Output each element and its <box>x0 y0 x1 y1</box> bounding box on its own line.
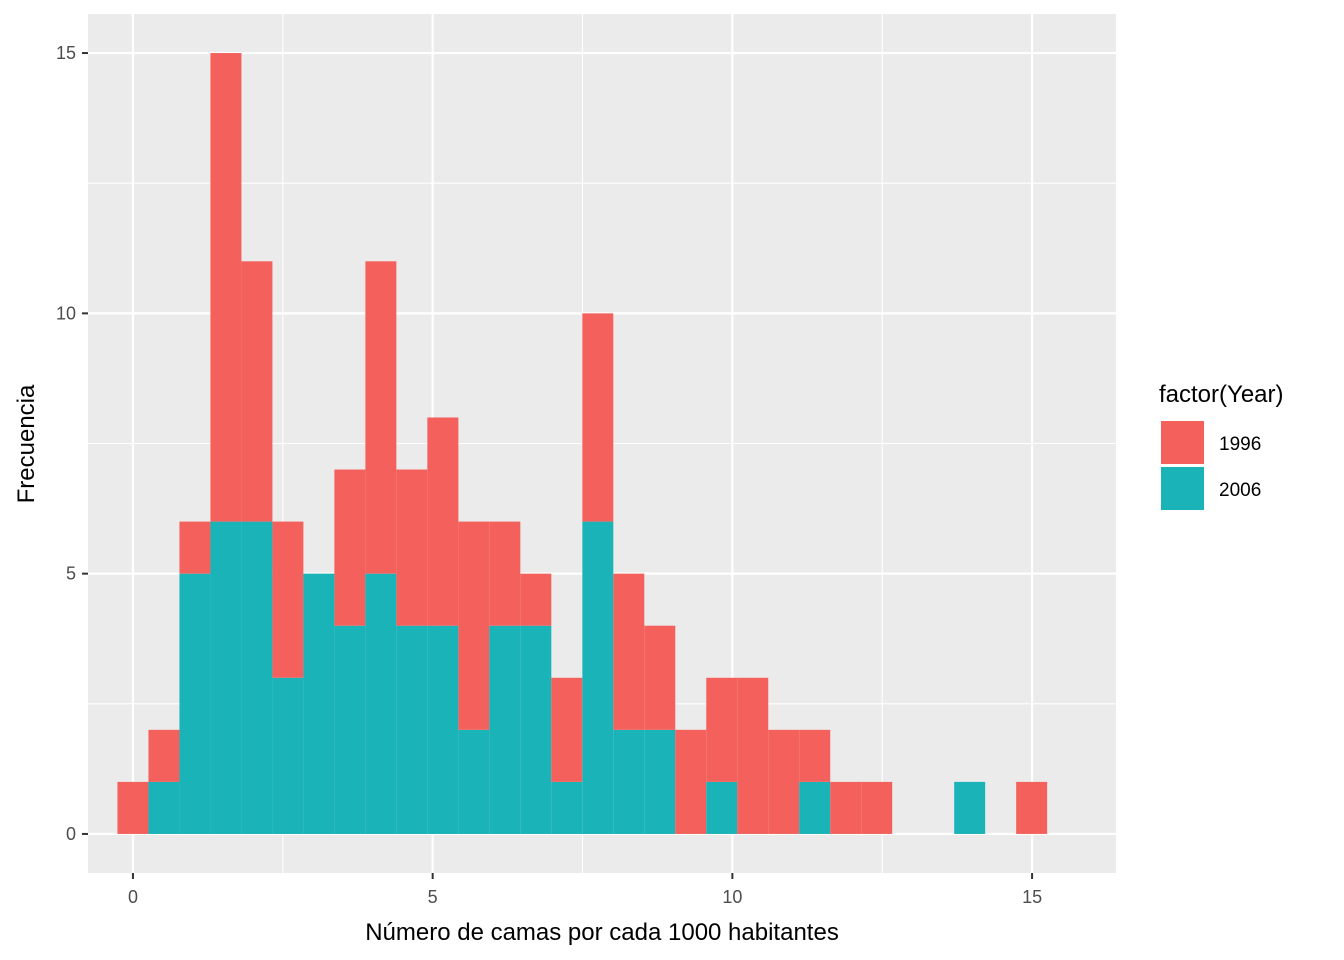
bar-2006 <box>241 521 273 834</box>
bar-1996 <box>644 625 676 730</box>
bar-2006 <box>613 729 645 834</box>
bar-1996 <box>706 677 738 782</box>
legend-title: factor(Year) <box>1159 381 1284 408</box>
y-axis: 0 5 10 15 <box>56 43 88 844</box>
bar-2006 <box>427 625 459 834</box>
bar-1996 <box>613 573 645 730</box>
bar-1996 <box>427 417 459 626</box>
bar-1996 <box>830 781 862 834</box>
y-tick-label: 0 <box>66 824 76 844</box>
bar-1996 <box>799 729 831 782</box>
bar-1996 <box>737 677 769 834</box>
x-tick-label: 0 <box>128 887 138 907</box>
bar-2006 <box>334 625 366 834</box>
x-tick-label: 10 <box>722 887 742 907</box>
legend-key-2006 <box>1161 467 1204 510</box>
bar-2006 <box>210 521 242 834</box>
bar-2006 <box>365 573 397 834</box>
y-tick-label: 10 <box>56 303 76 323</box>
x-tick-label: 5 <box>428 887 438 907</box>
bar-1996 <box>334 469 366 626</box>
bar-2006 <box>644 729 676 834</box>
legend: factor(Year) 1996 2006 <box>1159 381 1284 510</box>
bar-1996 <box>117 781 149 834</box>
bar-1996 <box>396 469 428 626</box>
bar-2006 <box>582 521 614 834</box>
bar-2006 <box>489 625 521 834</box>
bar-1996 <box>520 573 552 626</box>
bar-2006 <box>706 781 738 834</box>
bar-2006 <box>148 781 180 834</box>
bar-1996 <box>458 521 490 730</box>
legend-label-2006: 2006 <box>1219 480 1261 501</box>
bars <box>117 53 1048 834</box>
x-axis-title: Número de camas por cada 1000 habitantes <box>365 919 839 946</box>
bar-2006 <box>396 625 428 834</box>
bar-1996 <box>179 521 211 574</box>
bar-2006 <box>520 625 552 834</box>
bar-2006 <box>303 573 335 834</box>
y-axis-title: Frecuencia <box>13 384 40 503</box>
bar-1996 <box>210 53 242 522</box>
bar-2006 <box>551 781 583 834</box>
bar-2006 <box>179 573 211 834</box>
bar-2006 <box>954 781 986 834</box>
bar-1996 <box>148 729 180 782</box>
bar-2006 <box>458 729 490 834</box>
legend-label-1996: 1996 <box>1219 434 1261 455</box>
bar-1996 <box>675 729 707 834</box>
bar-1996 <box>768 729 800 834</box>
y-tick-label: 15 <box>56 43 76 63</box>
bar-1996 <box>272 521 304 678</box>
bar-1996 <box>551 677 583 782</box>
legend-key-1996 <box>1161 421 1204 464</box>
bar-1996 <box>861 781 893 834</box>
x-tick-label: 15 <box>1022 887 1042 907</box>
bar-1996 <box>489 521 521 626</box>
bar-1996 <box>241 261 273 522</box>
bar-1996 <box>582 313 614 522</box>
bar-2006 <box>272 677 304 834</box>
bar-1996 <box>1016 781 1048 834</box>
x-axis: 0 5 10 15 <box>128 873 1042 907</box>
bar-2006 <box>799 781 831 834</box>
bar-1996 <box>365 261 397 574</box>
y-tick-label: 5 <box>66 564 76 584</box>
